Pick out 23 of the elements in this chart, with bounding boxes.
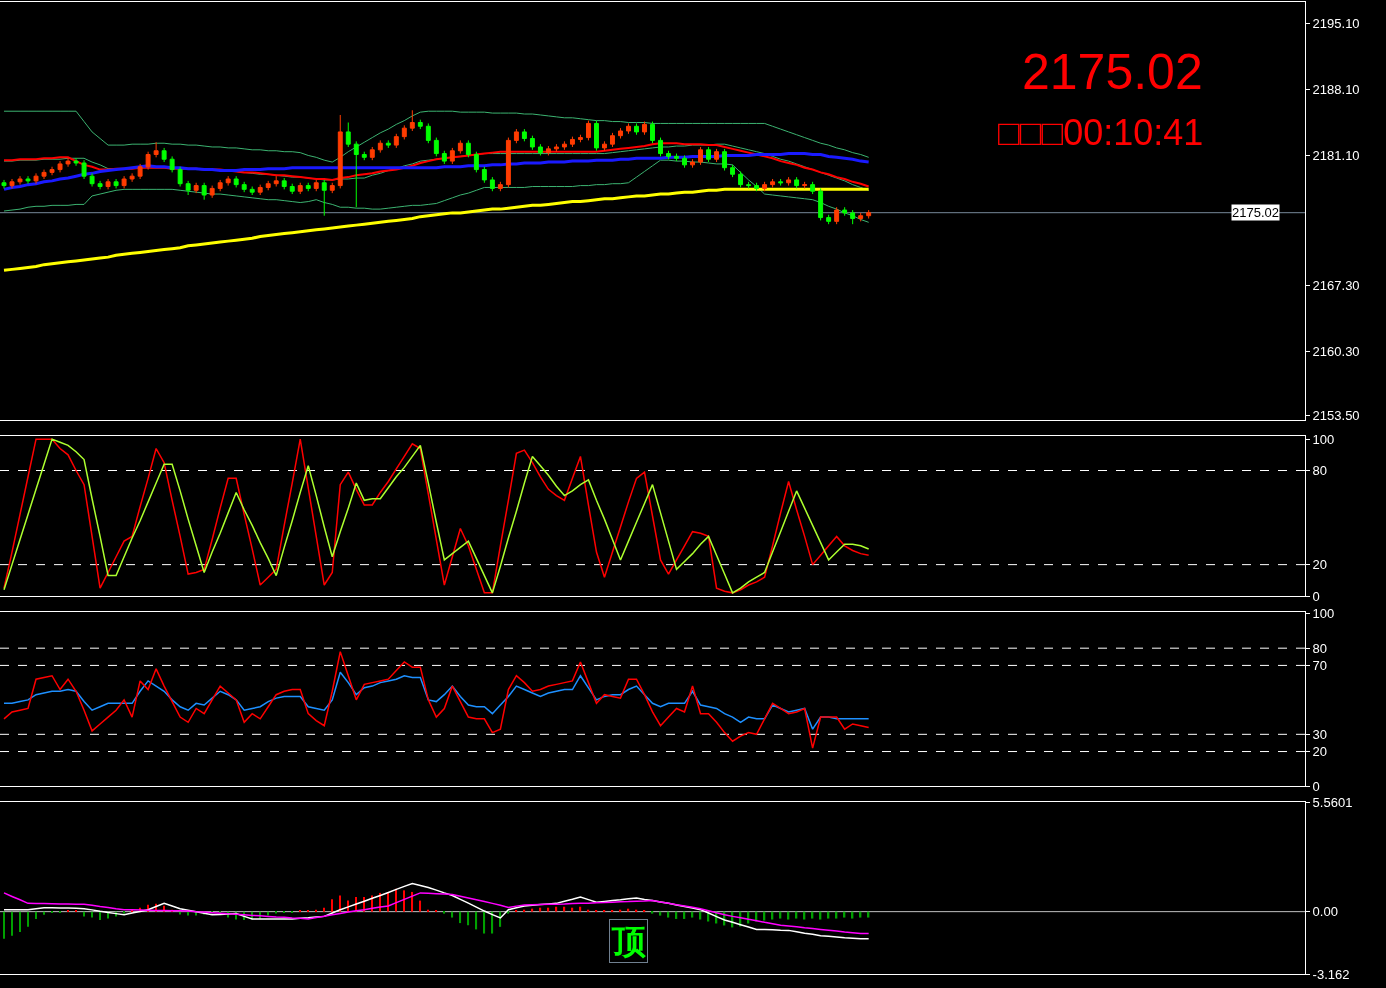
annotation: 顶	[611, 921, 646, 961]
y-tick-label: 2160.30	[1312, 343, 1360, 359]
text: 2175.02	[1022, 44, 1203, 100]
y-tick-label: 2188.10	[1312, 82, 1360, 98]
y-tick-label: 2181.10	[1312, 148, 1360, 163]
y-tick-label: 20	[1312, 557, 1328, 573]
y-tick-label: 2167.30	[1312, 277, 1360, 293]
y-tick-label: 70	[1312, 657, 1328, 673]
y-tick-label: 0.00	[1312, 904, 1338, 920]
y-tick-label: 30	[1312, 726, 1328, 742]
text: □□□00:10:41	[998, 112, 1204, 153]
y-tick-label: 100	[1312, 431, 1335, 447]
y-tick-label: 100	[1312, 606, 1335, 622]
y-tick-label: 80	[1312, 463, 1328, 479]
y-tick-label: 5.5601	[1312, 794, 1353, 810]
y-tick-label: 0	[1312, 588, 1320, 604]
y-tick-label: 2195.10	[1312, 16, 1360, 32]
ref-line-label: 2175.02	[1232, 205, 1279, 220]
y-tick-label: 0	[1312, 778, 1320, 794]
y-tick-label: -3.162	[1312, 966, 1350, 982]
y-tick-label: 2153.50	[1312, 407, 1360, 423]
y-tick-label: 80	[1312, 640, 1328, 656]
y-tick-label: 20	[1312, 744, 1328, 760]
